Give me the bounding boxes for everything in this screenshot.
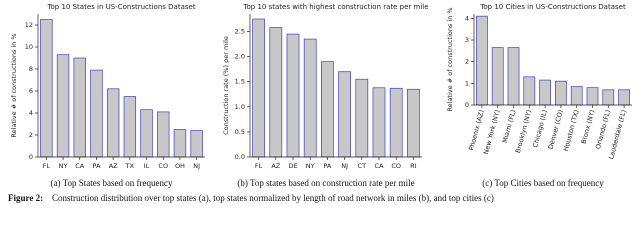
bar [321, 61, 334, 158]
x-tick-label: Phoenix (AZ) [467, 109, 486, 151]
bar [555, 80, 567, 106]
x-tick-label: CA [375, 162, 385, 170]
y-tick-label: 10 [25, 43, 33, 51]
y-axis-label: Relative # of constructions in % [446, 7, 454, 111]
y-tick-label: 0 [29, 153, 33, 161]
x-tick-label: AZ [271, 162, 280, 170]
y-tick-label: 1 [465, 79, 469, 87]
bar [286, 33, 300, 158]
x-tick-label: RI [410, 162, 417, 170]
x-tick-label: Chicago (IL) [531, 109, 549, 149]
bar [56, 54, 70, 158]
figure-caption-label: Figure 2: [8, 193, 43, 203]
y-tick-label: 2 [465, 58, 469, 66]
x-tick-label: NY [306, 162, 315, 170]
bar [40, 19, 53, 158]
x-tick-label: FL [255, 162, 263, 170]
figure: Figure 2: Construction distribution over… [8, 3, 632, 203]
caption: (b) Top states based on construction rat… [237, 178, 414, 188]
bar [491, 47, 504, 106]
bar [602, 89, 615, 106]
y-tick-label: 1.5 [235, 78, 245, 86]
bar [618, 89, 630, 106]
bar [123, 96, 137, 158]
y-tick-label: 3 [465, 36, 469, 44]
y-tick-label: 6 [29, 87, 33, 95]
x-tick-label: Houston (TX) [562, 109, 581, 152]
x-tick-label: PA [323, 162, 332, 170]
y-tick-label: 8 [29, 65, 33, 73]
x-tick-label: NY [59, 162, 68, 170]
y-tick-label: 4 [29, 109, 33, 117]
x-tick-label: OH [175, 162, 185, 170]
x-tick-label: IL [144, 162, 150, 170]
chart-title: Top 10 Cities in US-Constructions Datase… [479, 3, 626, 11]
x-tick-label: PA [92, 162, 101, 170]
y-tick-label: 2 [29, 131, 33, 139]
bar [355, 78, 369, 158]
x-tick-label: DE [288, 162, 297, 170]
bar [90, 69, 103, 158]
bar [570, 86, 583, 106]
bar [140, 109, 153, 158]
x-tick-label: Denver (CO) [547, 109, 565, 150]
y-tick-label: 0.5 [235, 128, 245, 136]
bar [106, 88, 120, 158]
y-tick-label: 0 [465, 101, 469, 109]
caption: (a) Top States based on frequency [51, 178, 173, 188]
bar [252, 18, 265, 158]
x-tick-label: New York (NY) [482, 109, 502, 155]
y-tick-label: 2.5 [235, 28, 245, 36]
x-tick-label: TX [125, 162, 135, 170]
bar [586, 87, 599, 106]
bar [539, 79, 551, 106]
x-tick-label: NJ [341, 162, 348, 170]
y-tick-label: 4 [465, 14, 469, 22]
bar [73, 57, 86, 158]
x-tick-label: Bronx (NY) [580, 109, 597, 145]
x-tick-label: CO [391, 162, 401, 170]
y-axis-label: Relative # of constructions in % [10, 33, 18, 137]
x-tick-label: CA [75, 162, 85, 170]
x-tick-label: Orlando (FL) [594, 109, 612, 150]
caption: (c) Top Cities based on frequency [482, 178, 604, 188]
bar [269, 27, 283, 158]
bar [372, 87, 386, 158]
figure-caption-text: Construction distribution over top state… [52, 193, 494, 203]
chart-title: Top 10 states with highest construction … [242, 3, 428, 11]
bar [173, 129, 187, 158]
chart-title: Top 10 States in US-Constructions Datase… [46, 3, 195, 11]
y-axis-label: Construction rate (%) per mile [222, 36, 230, 135]
bar [303, 38, 317, 158]
x-tick-label: Miami (FL) [501, 109, 518, 144]
x-tick-label: NJ [193, 162, 200, 170]
bar [476, 15, 488, 106]
bar [507, 47, 520, 106]
x-tick-label: CO [158, 162, 168, 170]
bar [338, 71, 351, 158]
bar [407, 88, 420, 158]
y-tick-label: 12 [25, 21, 33, 29]
x-tick-label: CT [358, 162, 367, 170]
y-tick-label: 2.0 [235, 53, 245, 61]
x-tick-label: AZ [109, 162, 118, 170]
bar [389, 87, 403, 158]
y-tick-label: 0.0 [235, 153, 245, 161]
x-tick-label: FL [43, 162, 51, 170]
bar [523, 76, 536, 106]
bar [190, 130, 203, 158]
y-tick-label: 1.0 [235, 103, 245, 111]
bar [157, 111, 170, 158]
